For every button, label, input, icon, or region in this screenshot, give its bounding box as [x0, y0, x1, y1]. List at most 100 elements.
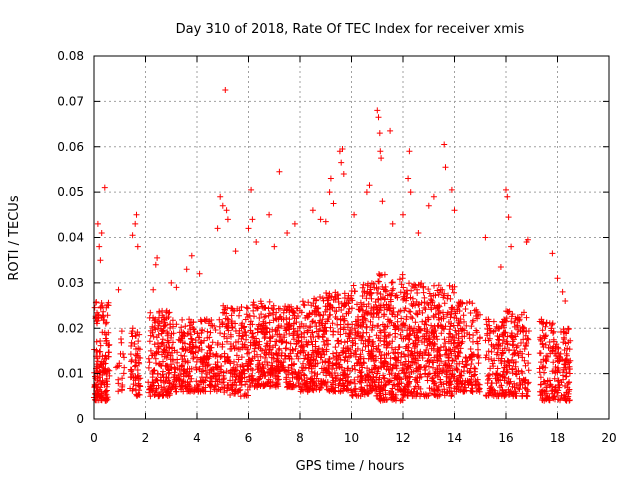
data-point — [238, 378, 245, 385]
data-point — [494, 365, 501, 372]
data-point — [476, 388, 483, 395]
data-point — [384, 323, 391, 330]
data-point — [442, 340, 449, 347]
data-point — [273, 309, 280, 316]
data-point — [462, 361, 469, 368]
data-point — [543, 352, 550, 359]
y-tick-label: 0.05 — [57, 185, 84, 199]
data-point — [416, 301, 423, 308]
data-point — [269, 362, 276, 369]
data-point — [405, 341, 412, 348]
data-point — [311, 370, 318, 376]
data-point — [449, 284, 456, 290]
data-point — [437, 309, 443, 316]
data-point — [550, 347, 556, 354]
data-point — [522, 362, 529, 369]
data-point — [318, 354, 325, 361]
y-tick-label: 0 — [76, 412, 84, 426]
data-point — [178, 352, 184, 359]
data-point — [307, 324, 313, 331]
data-point — [485, 337, 492, 344]
data-point — [97, 393, 104, 400]
data-point — [102, 320, 109, 327]
data-point — [445, 346, 452, 353]
data-point — [295, 334, 302, 341]
data-point — [281, 334, 288, 341]
data-point — [204, 371, 211, 377]
data-point — [305, 299, 312, 306]
data-point — [337, 325, 344, 332]
data-point — [301, 302, 308, 309]
data-point — [329, 320, 336, 327]
data-point — [367, 318, 374, 325]
data-point — [238, 304, 245, 310]
data-point — [347, 331, 353, 338]
data-point — [555, 349, 562, 356]
data-point — [335, 355, 342, 362]
data-point — [463, 355, 470, 362]
data-point — [407, 189, 414, 196]
data-point — [157, 377, 164, 384]
data-point — [551, 388, 558, 395]
data-point — [415, 301, 422, 308]
data-point — [128, 330, 135, 337]
data-point — [216, 323, 223, 330]
data-point — [341, 357, 348, 364]
data-point — [234, 361, 241, 368]
data-point — [222, 305, 229, 311]
data-point — [290, 332, 296, 339]
data-point — [303, 341, 310, 348]
data-point — [565, 339, 572, 346]
data-point — [444, 363, 451, 370]
data-point — [445, 292, 451, 299]
data-point — [563, 329, 570, 336]
data-point — [381, 311, 388, 318]
data-point — [164, 337, 171, 344]
data-point — [98, 230, 105, 236]
data-point — [341, 372, 348, 379]
data-point — [351, 376, 358, 383]
data-point — [175, 336, 182, 343]
data-point — [312, 343, 319, 350]
data-point — [427, 390, 433, 397]
data-point — [310, 300, 317, 307]
data-point — [264, 380, 271, 387]
data-point — [199, 327, 206, 334]
data-point — [300, 365, 307, 372]
data-point — [494, 333, 501, 339]
data-point — [508, 333, 515, 339]
data-point — [564, 352, 570, 359]
data-point — [361, 391, 368, 398]
data-point — [253, 304, 260, 311]
data-point — [376, 395, 383, 402]
data-point — [103, 340, 110, 347]
data-point — [459, 338, 466, 345]
data-point — [285, 383, 292, 390]
data-point — [149, 369, 156, 375]
data-point — [115, 388, 122, 395]
data-point — [99, 364, 106, 371]
data-point — [93, 338, 100, 345]
data-point — [560, 328, 567, 335]
data-point — [369, 341, 376, 347]
data-point — [407, 294, 414, 301]
chart-title: Day 310 of 2018, Rate Of TEC Index for r… — [176, 22, 525, 37]
data-point — [373, 353, 379, 360]
data-point — [328, 293, 335, 300]
data-point — [506, 346, 512, 353]
data-point — [467, 310, 474, 316]
data-point — [206, 334, 213, 341]
data-point — [94, 377, 101, 383]
data-point — [170, 323, 177, 330]
data-point — [290, 361, 297, 368]
data-point — [344, 345, 351, 352]
data-point — [525, 328, 532, 334]
data-point — [377, 335, 384, 342]
data-point — [212, 375, 219, 382]
data-point — [430, 342, 437, 349]
data-point — [274, 355, 281, 362]
data-point — [462, 306, 469, 312]
data-point — [368, 311, 375, 318]
data-point — [128, 357, 135, 363]
data-point — [97, 342, 104, 349]
